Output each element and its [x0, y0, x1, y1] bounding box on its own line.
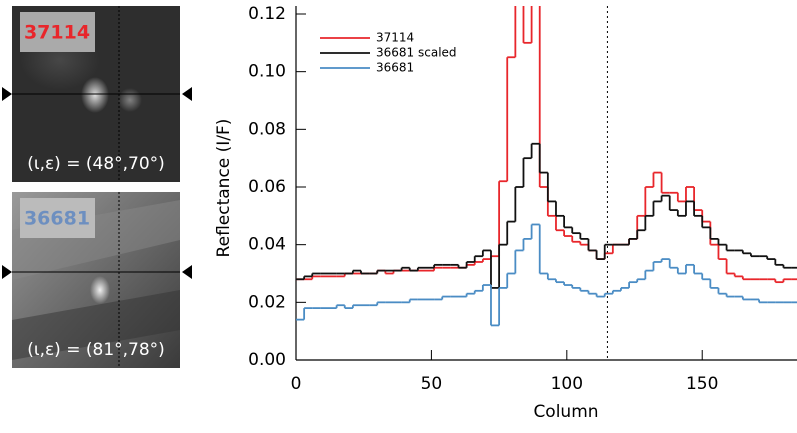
- y-tick-label: 0.08: [248, 119, 286, 139]
- x-axis-label: Column: [533, 402, 598, 422]
- y-tick-label: 0.02: [248, 292, 286, 312]
- panel-label: 37114: [24, 22, 90, 44]
- x-tick-label: 150: [686, 374, 718, 394]
- x-tick-label: 100: [551, 374, 583, 394]
- panel-angles: (ι,ε) = (48°,70°): [27, 154, 165, 174]
- step-riser: [303, 224, 760, 326]
- y-tick-label: 0.04: [248, 235, 286, 255]
- legend-label: 36681 scaled: [376, 46, 457, 60]
- panel-label: 36681: [24, 208, 90, 230]
- y-axis-label: Reflectance (I/F): [214, 119, 234, 258]
- legend-label: 36681: [376, 61, 414, 75]
- panel-angles: (ι,ε) = (81°,78°): [27, 340, 165, 360]
- step-riser: [303, 143, 785, 288]
- y-tick-label: 0.10: [248, 62, 286, 82]
- image-panel: 37114 (ι,ε) = (48°,70°): [2, 6, 192, 182]
- x-tick-label: 0: [291, 374, 302, 394]
- y-tick-label: 0.06: [248, 177, 286, 197]
- x-tick-label: 50: [421, 374, 443, 394]
- y-tick-label: 0.00: [248, 350, 286, 370]
- y-tick-label: 0.12: [248, 4, 286, 24]
- legend-label: 37114: [376, 31, 414, 45]
- image-panel: 36681 (ι,ε) = (81°,78°): [2, 192, 192, 368]
- plot-area: [296, 6, 797, 327]
